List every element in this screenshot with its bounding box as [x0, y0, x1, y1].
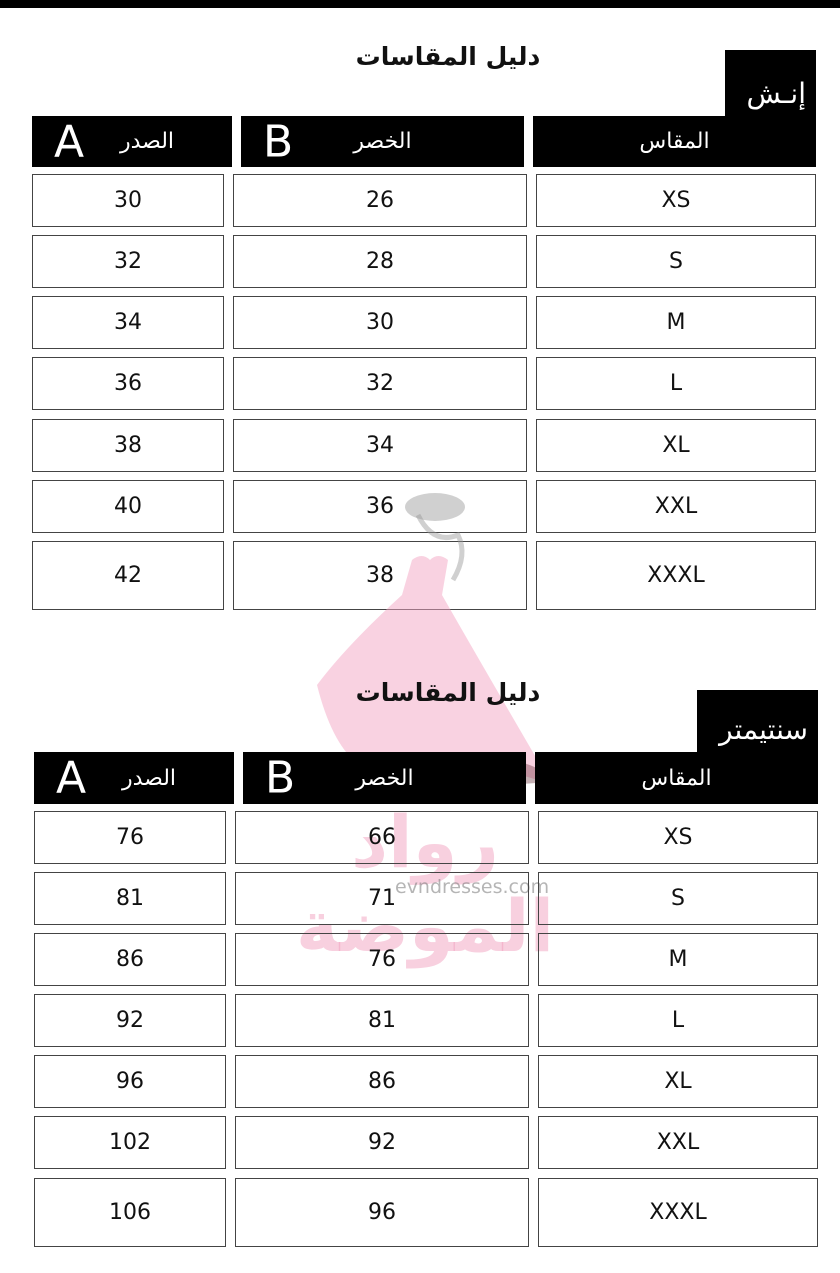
header-size: المقاس: [533, 116, 816, 167]
waist-cell: 92: [235, 1116, 529, 1169]
bust-cell: 92: [34, 994, 226, 1047]
top-bar: [0, 0, 840, 8]
size-cell: XL: [538, 1055, 818, 1108]
header-waist: B الخصر: [243, 752, 526, 804]
bust-letter: A: [56, 752, 87, 804]
header-bust: A الصدر: [34, 752, 234, 804]
table-title-inches: دليل المقاسات: [355, 42, 541, 71]
waist-cell: 71: [235, 872, 529, 925]
bust-cell: 32: [32, 235, 224, 288]
bust-cell: 30: [32, 174, 224, 227]
waist-cell: 81: [235, 994, 529, 1047]
unit-label-cm: سنتيمتر: [697, 690, 818, 754]
bust-cell: 42: [32, 541, 224, 610]
waist-letter: B: [263, 116, 294, 167]
unit-label-inches: إنـش: [725, 50, 816, 118]
bust-letter: A: [54, 116, 85, 167]
bust-cell: 34: [32, 296, 224, 349]
size-cell: L: [538, 994, 818, 1047]
waist-label: الخصر: [353, 129, 412, 154]
table-title-cm: دليل المقاسات: [355, 678, 541, 707]
waist-cell: 38: [233, 541, 527, 610]
size-cell: XXXL: [536, 541, 816, 610]
waist-cell: 34: [233, 419, 527, 472]
header-waist: B الخصر: [241, 116, 524, 167]
bust-cell: 38: [32, 419, 224, 472]
waist-cell: 30: [233, 296, 527, 349]
size-cell: XXXL: [538, 1178, 818, 1247]
size-cell: XL: [536, 419, 816, 472]
size-cell: M: [538, 933, 818, 986]
size-label: المقاس: [641, 765, 712, 791]
url-watermark: evndresses.com: [395, 876, 550, 898]
brand-watermark: رواد الموضة: [295, 800, 555, 968]
waist-cell: 66: [235, 811, 529, 864]
header-size: المقاس: [535, 752, 818, 804]
bust-cell: 76: [34, 811, 226, 864]
header-bust: A الصدر: [32, 116, 232, 167]
size-cell: XS: [538, 811, 818, 864]
size-cell: M: [536, 296, 816, 349]
waist-cell: 96: [235, 1178, 529, 1247]
bust-cell: 40: [32, 480, 224, 533]
bust-label: الصدر: [119, 129, 175, 154]
waist-label: الخصر: [355, 765, 414, 791]
size-cell: S: [536, 235, 816, 288]
waist-cell: 76: [235, 933, 529, 986]
size-cell: XXL: [538, 1116, 818, 1169]
waist-cell: 28: [233, 235, 527, 288]
bust-cell: 81: [34, 872, 226, 925]
size-cell: L: [536, 357, 816, 410]
bust-label: الصدر: [121, 765, 177, 791]
bust-cell: 96: [34, 1055, 226, 1108]
size-cell: S: [538, 872, 818, 925]
bust-cell: 106: [34, 1178, 226, 1247]
waist-cell: 32: [233, 357, 527, 410]
waist-cell: 86: [235, 1055, 529, 1108]
bust-cell: 36: [32, 357, 224, 410]
waist-letter: B: [265, 752, 296, 804]
bust-cell: 102: [34, 1116, 226, 1169]
size-cell: XXL: [536, 480, 816, 533]
waist-cell: 36: [233, 480, 527, 533]
waist-cell: 26: [233, 174, 527, 227]
size-cell: XS: [536, 174, 816, 227]
bust-cell: 86: [34, 933, 226, 986]
size-label: المقاس: [639, 129, 710, 154]
